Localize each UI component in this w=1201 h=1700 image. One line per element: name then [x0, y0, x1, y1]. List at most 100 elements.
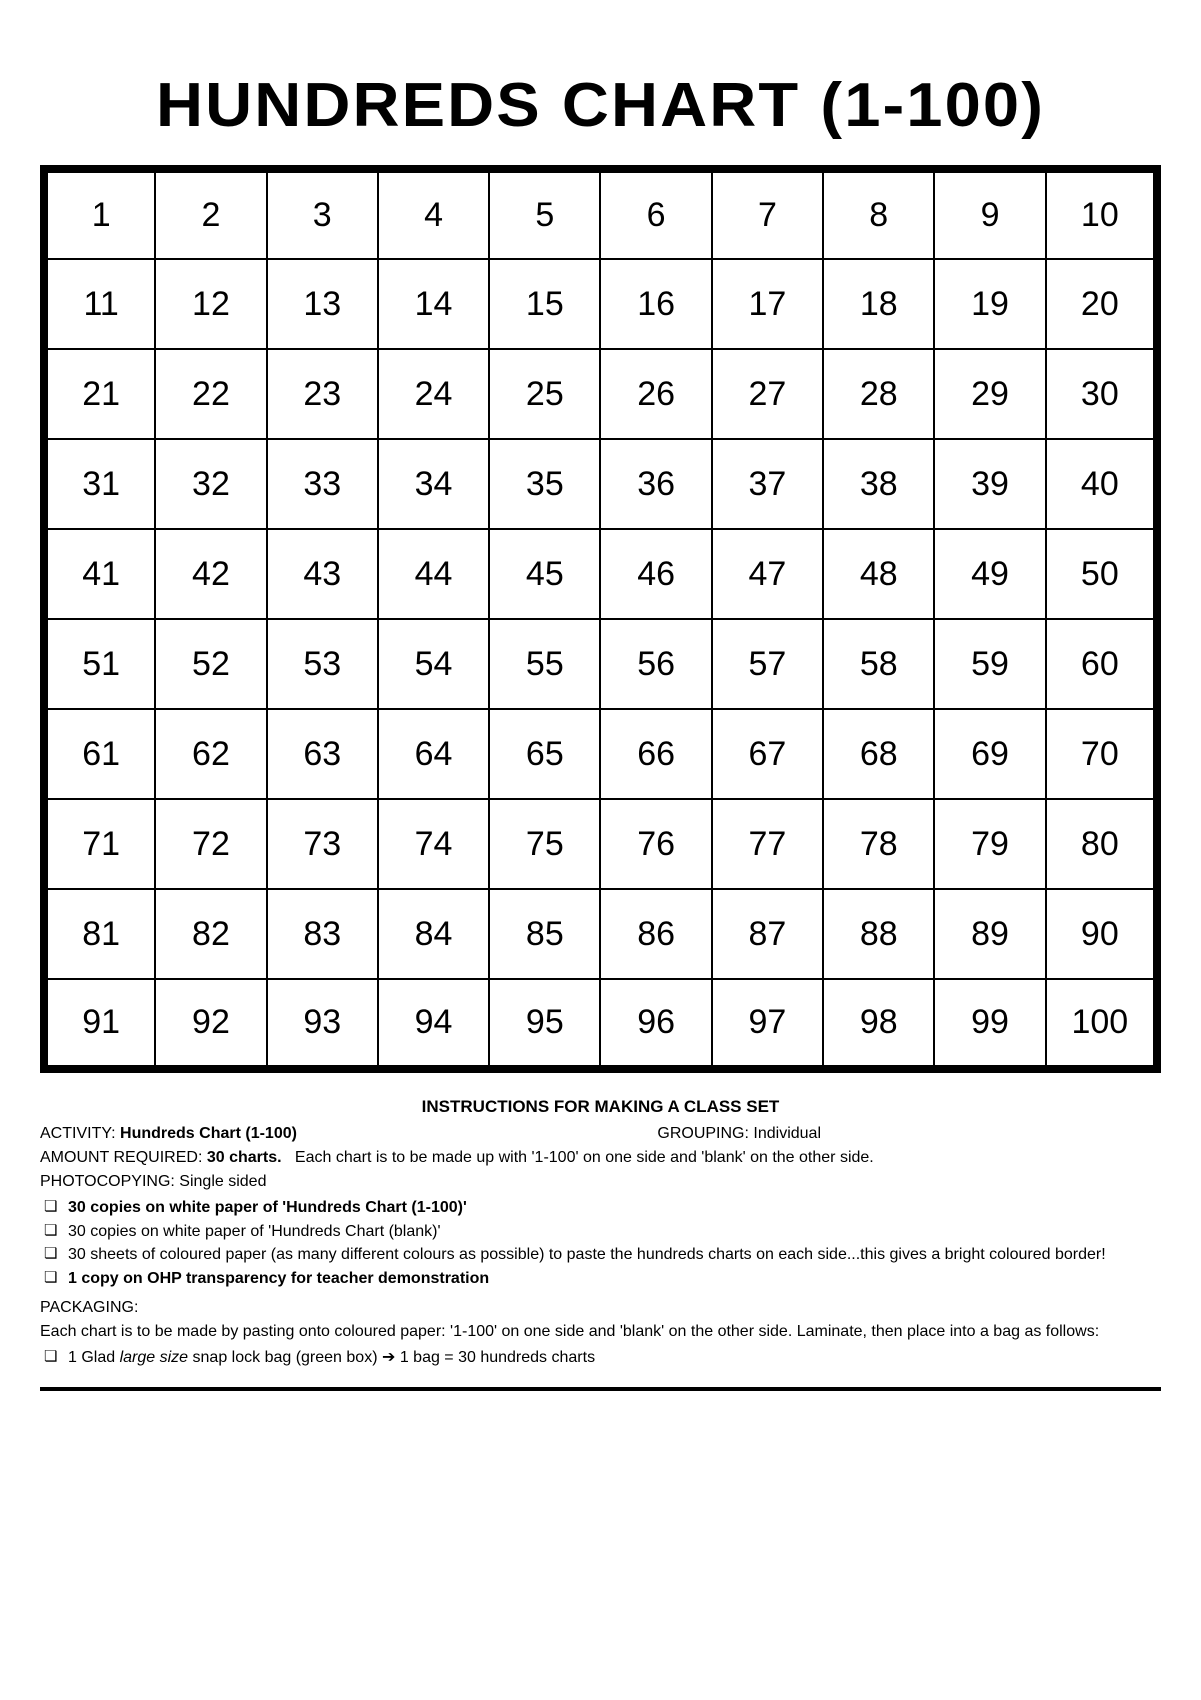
photocopying-value: Single sided: [179, 1173, 266, 1190]
number-cell: 34: [378, 439, 489, 529]
number-cell: 56: [600, 619, 711, 709]
number-cell: 1: [44, 169, 155, 259]
number-cell: 45: [489, 529, 600, 619]
table-row: 61626364656667686970: [44, 709, 1157, 799]
table-row: 919293949596979899100: [44, 979, 1157, 1069]
list-item: 1 copy on OHP transparency for teacher d…: [40, 1268, 1161, 1290]
number-cell: 18: [823, 259, 934, 349]
number-cell: 3: [267, 169, 378, 259]
number-cell: 48: [823, 529, 934, 619]
number-cell: 87: [712, 889, 823, 979]
number-cell: 42: [155, 529, 266, 619]
activity-grouping-row: ACTIVITY: Hundreds Chart (1-100) GROUPIN…: [40, 1125, 1161, 1143]
number-cell: 41: [44, 529, 155, 619]
number-cell: 86: [600, 889, 711, 979]
number-cell: 66: [600, 709, 711, 799]
list-item-text: 30 copies on white paper of 'Hundreds Ch…: [68, 1223, 441, 1240]
number-cell: 67: [712, 709, 823, 799]
number-cell: 61: [44, 709, 155, 799]
number-cell: 21: [44, 349, 155, 439]
number-cell: 55: [489, 619, 600, 709]
number-cell: 35: [489, 439, 600, 529]
table-row: 81828384858687888990: [44, 889, 1157, 979]
number-cell: 96: [600, 979, 711, 1069]
number-cell: 44: [378, 529, 489, 619]
page: HUNDREDS CHART (1-100) 12345678910111213…: [0, 0, 1201, 1431]
amount-line: AMOUNT REQUIRED: 30 charts. Each chart i…: [40, 1149, 1161, 1167]
number-cell: 24: [378, 349, 489, 439]
number-cell: 58: [823, 619, 934, 709]
number-cell: 40: [1046, 439, 1157, 529]
table-row: 51525354555657585960: [44, 619, 1157, 709]
number-cell: 73: [267, 799, 378, 889]
activity-value: Hundreds Chart (1-100): [120, 1125, 297, 1142]
number-cell: 69: [934, 709, 1045, 799]
number-cell: 50: [1046, 529, 1157, 619]
grouping-value: Individual: [753, 1125, 821, 1142]
number-cell: 95: [489, 979, 600, 1069]
number-cell: 65: [489, 709, 600, 799]
amount-label: AMOUNT REQUIRED:: [40, 1149, 202, 1166]
number-cell: 76: [600, 799, 711, 889]
number-cell: 99: [934, 979, 1045, 1069]
number-cell: 100: [1046, 979, 1157, 1069]
instructions-heading: INSTRUCTIONS FOR MAKING A CLASS SET: [40, 1097, 1161, 1117]
number-cell: 97: [712, 979, 823, 1069]
packaging-checklist: 1 Glad large size snap lock bag (green b…: [40, 1347, 1161, 1369]
photocopy-checklist: 30 copies on white paper of 'Hundreds Ch…: [40, 1197, 1161, 1289]
number-cell: 53: [267, 619, 378, 709]
number-cell: 89: [934, 889, 1045, 979]
page-title: HUNDREDS CHART (1-100): [12, 70, 1189, 141]
number-cell: 28: [823, 349, 934, 439]
number-cell: 47: [712, 529, 823, 619]
number-cell: 8: [823, 169, 934, 259]
number-cell: 98: [823, 979, 934, 1069]
list-item-prefix: 1 Glad: [68, 1349, 120, 1366]
number-cell: 70: [1046, 709, 1157, 799]
activity-line: ACTIVITY: Hundreds Chart (1-100): [40, 1125, 297, 1143]
number-cell: 46: [600, 529, 711, 619]
number-cell: 32: [155, 439, 266, 529]
number-cell: 7: [712, 169, 823, 259]
number-cell: 64: [378, 709, 489, 799]
list-item-text: 30 copies on white paper of 'Hundreds Ch…: [68, 1199, 467, 1216]
table-row: 21222324252627282930: [44, 349, 1157, 439]
table-row: 41424344454647484950: [44, 529, 1157, 619]
number-cell: 62: [155, 709, 266, 799]
number-cell: 92: [155, 979, 266, 1069]
number-cell: 33: [267, 439, 378, 529]
number-cell: 31: [44, 439, 155, 529]
amount-value-bold: 30 charts.: [207, 1149, 282, 1166]
grouping-line: GROUPING: Individual: [657, 1125, 821, 1143]
list-item: 1 Glad large size snap lock bag (green b…: [40, 1347, 1161, 1369]
packaging-text: Each chart is to be made by pasting onto…: [40, 1323, 1161, 1341]
number-cell: 38: [823, 439, 934, 529]
amount-value-rest: Each chart is to be made up with '1-100'…: [295, 1149, 874, 1166]
number-cell: 27: [712, 349, 823, 439]
hundreds-chart-table: 1234567891011121314151617181920212223242…: [40, 165, 1161, 1073]
number-cell: 5: [489, 169, 600, 259]
number-cell: 81: [44, 889, 155, 979]
number-cell: 54: [378, 619, 489, 709]
list-item: 30 copies on white paper of 'Hundreds Ch…: [40, 1197, 1161, 1219]
list-item-text: 1 copy on OHP transparency for teacher d…: [68, 1270, 489, 1287]
list-item-suffix: snap lock bag (green box) ➔ 1 bag = 30 h…: [188, 1349, 595, 1366]
grouping-label: GROUPING:: [657, 1125, 749, 1142]
number-cell: 51: [44, 619, 155, 709]
number-cell: 79: [934, 799, 1045, 889]
number-cell: 4: [378, 169, 489, 259]
number-cell: 72: [155, 799, 266, 889]
number-cell: 74: [378, 799, 489, 889]
number-cell: 22: [155, 349, 266, 439]
number-cell: 77: [712, 799, 823, 889]
photocopying-label: PHOTOCOPYING:: [40, 1173, 175, 1190]
list-item-text: 30 sheets of coloured paper (as many dif…: [68, 1246, 1106, 1263]
number-cell: 84: [378, 889, 489, 979]
list-item: 30 copies on white paper of 'Hundreds Ch…: [40, 1221, 1161, 1243]
number-cell: 26: [600, 349, 711, 439]
table-row: 31323334353637383940: [44, 439, 1157, 529]
table-row: 71727374757677787980: [44, 799, 1157, 889]
number-cell: 29: [934, 349, 1045, 439]
number-cell: 23: [267, 349, 378, 439]
number-cell: 49: [934, 529, 1045, 619]
